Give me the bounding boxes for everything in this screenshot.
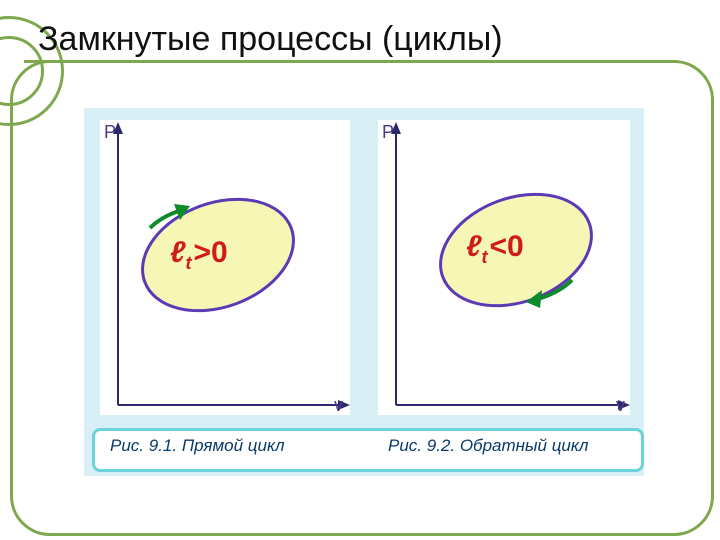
chart-left-y-label: P [104, 122, 116, 143]
chart-left-formula: ℓt>0 [170, 236, 228, 274]
formula-rel: >0 [193, 236, 227, 269]
slide-title: Замкнутые процессы (циклы) [38, 20, 503, 61]
chart-right-formula: ℓt<0 [466, 230, 524, 268]
chart-right-y-label: P [382, 122, 394, 143]
chart-right-x-label: v [616, 395, 625, 416]
formula-var: ℓ [170, 236, 185, 269]
formula-sub: t [481, 247, 487, 267]
caption-left: Рис. 9.1. Прямой цикл [110, 436, 285, 456]
title-underline [24, 60, 606, 63]
formula-sub: t [185, 253, 191, 273]
formula-var: ℓ [466, 230, 481, 263]
caption-right: Рис. 9.2. Обратный цикл [388, 436, 589, 456]
formula-rel: <0 [489, 230, 523, 263]
chart-left-x-label: v [334, 395, 343, 416]
